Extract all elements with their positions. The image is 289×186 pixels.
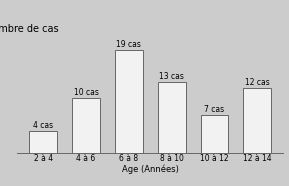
Bar — [72, 98, 100, 153]
Bar — [29, 131, 57, 153]
Text: 10 cas: 10 cas — [74, 88, 99, 97]
Bar — [243, 88, 271, 153]
Text: 12 cas: 12 cas — [245, 78, 270, 86]
Text: 4 cas: 4 cas — [33, 121, 53, 130]
Text: 19 cas: 19 cas — [116, 40, 141, 49]
Text: Nombre de cas: Nombre de cas — [0, 24, 59, 34]
X-axis label: Age (Années): Age (Années) — [122, 164, 179, 174]
Bar — [201, 115, 228, 153]
Text: 13 cas: 13 cas — [159, 72, 184, 81]
Bar — [115, 50, 143, 153]
Text: 7 cas: 7 cas — [204, 105, 225, 114]
Bar — [158, 82, 186, 153]
